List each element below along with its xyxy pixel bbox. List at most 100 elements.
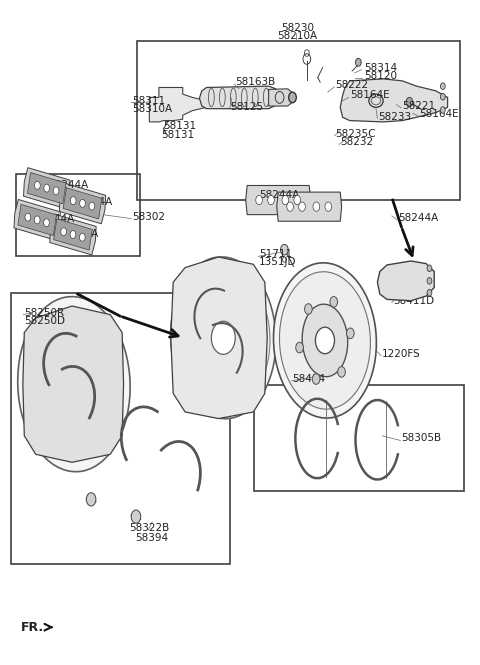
Polygon shape	[27, 172, 66, 203]
Circle shape	[427, 277, 432, 284]
Polygon shape	[54, 219, 92, 250]
Circle shape	[441, 83, 445, 90]
Circle shape	[61, 228, 67, 235]
Ellipse shape	[274, 263, 376, 418]
Circle shape	[89, 202, 95, 210]
Text: 58235C: 58235C	[336, 129, 376, 139]
Text: 51711: 51711	[259, 249, 292, 259]
Circle shape	[441, 106, 445, 113]
Ellipse shape	[25, 308, 123, 460]
Polygon shape	[269, 89, 292, 106]
Circle shape	[305, 304, 312, 315]
Circle shape	[35, 182, 40, 190]
Circle shape	[330, 297, 337, 307]
Circle shape	[356, 59, 361, 66]
Text: 58250D: 58250D	[24, 316, 65, 326]
Text: 58230: 58230	[281, 23, 314, 33]
Polygon shape	[199, 86, 278, 108]
Circle shape	[44, 219, 49, 227]
Circle shape	[268, 196, 275, 205]
Text: 1220FS: 1220FS	[382, 348, 421, 358]
Text: 58305B: 58305B	[401, 434, 442, 444]
Circle shape	[315, 327, 335, 354]
Ellipse shape	[194, 293, 252, 382]
Circle shape	[441, 94, 445, 100]
Circle shape	[347, 328, 354, 338]
Circle shape	[80, 233, 85, 241]
Polygon shape	[24, 168, 70, 209]
Circle shape	[287, 202, 293, 211]
Polygon shape	[340, 79, 447, 122]
Text: 58210A: 58210A	[277, 31, 317, 41]
Circle shape	[44, 184, 49, 192]
Text: 58311: 58311	[132, 96, 166, 106]
Circle shape	[325, 202, 332, 211]
Text: 58244A: 58244A	[72, 197, 112, 207]
Text: 58164E: 58164E	[350, 90, 389, 100]
Text: 58394: 58394	[135, 533, 168, 543]
Ellipse shape	[170, 257, 276, 419]
Circle shape	[427, 289, 432, 296]
Polygon shape	[50, 214, 96, 255]
Polygon shape	[18, 204, 57, 235]
Circle shape	[256, 196, 263, 205]
Text: 58314: 58314	[364, 63, 397, 72]
Ellipse shape	[18, 297, 130, 471]
Text: 58414: 58414	[292, 374, 325, 384]
Circle shape	[131, 510, 141, 523]
Circle shape	[294, 196, 300, 205]
Polygon shape	[246, 186, 311, 215]
Ellipse shape	[45, 338, 103, 430]
Text: 1351JD: 1351JD	[259, 257, 297, 267]
Text: 58322B: 58322B	[129, 523, 169, 533]
Text: 58125: 58125	[230, 102, 264, 112]
Polygon shape	[60, 183, 106, 224]
Text: 58244A: 58244A	[58, 229, 98, 239]
Polygon shape	[149, 88, 206, 122]
Polygon shape	[377, 261, 434, 301]
Circle shape	[312, 374, 320, 384]
Circle shape	[281, 245, 288, 255]
Polygon shape	[14, 200, 60, 240]
Polygon shape	[171, 257, 267, 418]
Polygon shape	[277, 192, 342, 221]
Text: 58244A: 58244A	[259, 190, 300, 200]
Circle shape	[282, 196, 288, 205]
Text: 58411D: 58411D	[393, 296, 434, 306]
Circle shape	[406, 97, 413, 106]
Text: FR.: FR.	[21, 620, 44, 634]
Ellipse shape	[279, 272, 371, 409]
Text: 58131: 58131	[164, 121, 197, 131]
Text: 58244A: 58244A	[398, 213, 439, 223]
Circle shape	[313, 202, 320, 211]
Circle shape	[70, 197, 76, 205]
Text: 58131: 58131	[161, 130, 194, 140]
Text: 58250R: 58250R	[24, 308, 64, 318]
Circle shape	[296, 342, 303, 353]
Ellipse shape	[302, 304, 348, 377]
Circle shape	[211, 321, 235, 354]
Text: 58120: 58120	[364, 70, 397, 80]
Circle shape	[53, 187, 59, 195]
Text: 58302: 58302	[132, 211, 166, 221]
Circle shape	[25, 213, 31, 221]
Text: 58233: 58233	[378, 112, 411, 122]
Circle shape	[86, 493, 96, 506]
Circle shape	[338, 366, 345, 377]
Text: 58244A: 58244A	[48, 180, 88, 190]
Text: 58232: 58232	[340, 138, 373, 148]
Text: 58163B: 58163B	[235, 77, 276, 87]
Circle shape	[427, 265, 432, 271]
Circle shape	[34, 216, 40, 224]
Circle shape	[80, 200, 85, 207]
Text: 58244A: 58244A	[34, 213, 74, 223]
Text: 58310A: 58310A	[132, 104, 173, 114]
Text: 58221: 58221	[402, 101, 435, 111]
Circle shape	[299, 202, 305, 211]
Polygon shape	[63, 188, 102, 219]
Circle shape	[288, 92, 296, 102]
Polygon shape	[23, 306, 123, 462]
Ellipse shape	[177, 267, 270, 409]
Text: 58164E: 58164E	[419, 109, 458, 119]
Circle shape	[61, 367, 86, 402]
